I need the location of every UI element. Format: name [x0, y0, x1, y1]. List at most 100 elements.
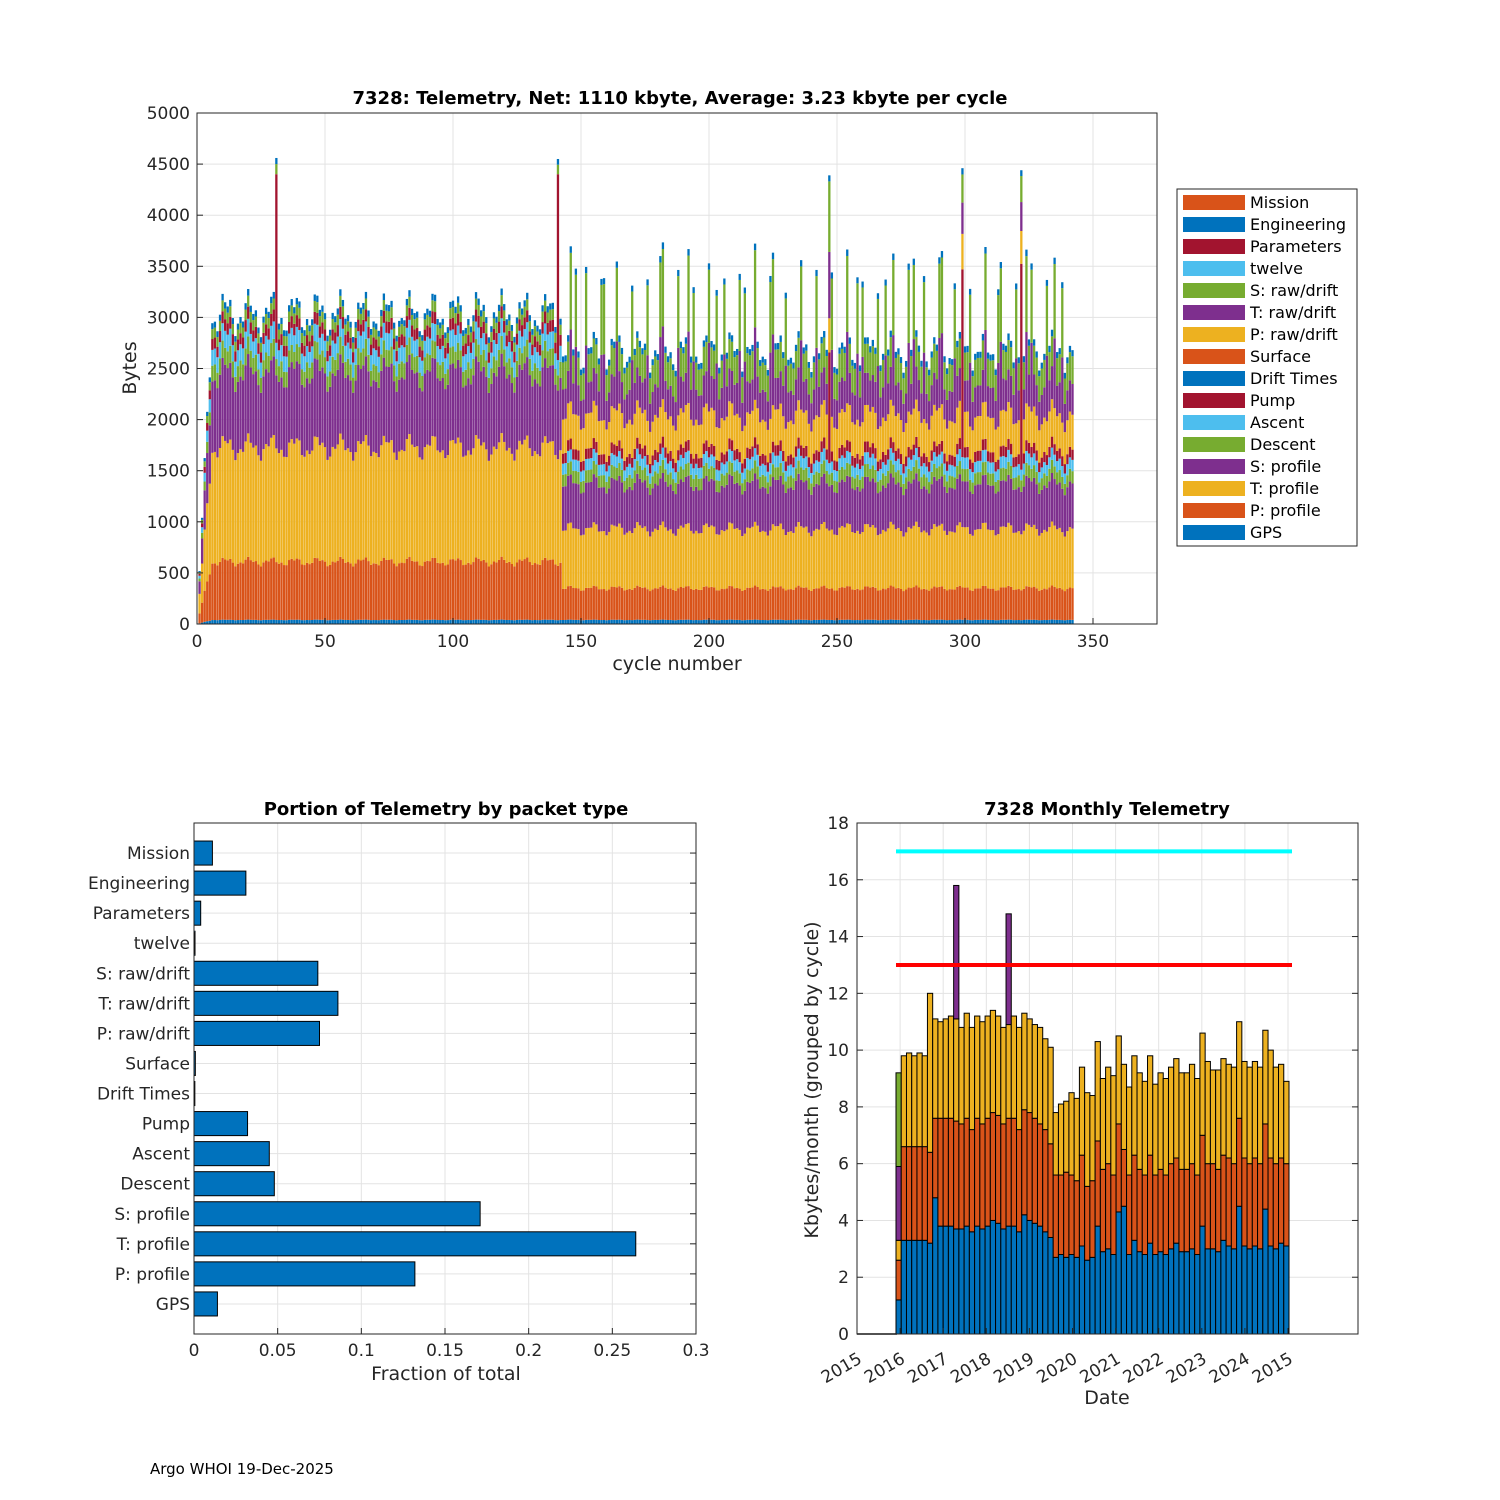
chart1-bar-segment	[277, 323, 281, 330]
chart1-bar-segment	[341, 306, 345, 318]
chart1-bar-segment	[638, 340, 642, 348]
chart1-bar-segment	[702, 586, 706, 620]
chart1-bar-segment	[1048, 587, 1051, 620]
chart1-bar-segment	[198, 573, 201, 576]
chart1-bar-segment	[303, 345, 306, 357]
chart3-bar-segment	[989, 1112, 997, 1221]
chart1-bar-segment	[497, 349, 501, 367]
chart1-bar-segment	[887, 349, 890, 356]
chart1-bar-segment	[459, 305, 462, 312]
chart1-bar-segment	[577, 357, 580, 386]
chart1-bar-segment	[1027, 339, 1031, 346]
chart1-bar-segment	[902, 495, 905, 537]
chart1-bar-segment	[856, 419, 859, 454]
chart1-bar-segment	[1058, 458, 1061, 471]
chart1-bar-segment	[236, 563, 240, 621]
chart1-bar-segment	[823, 585, 826, 620]
chart1-bar-segment	[628, 356, 631, 363]
chart1-bar-segment	[462, 345, 465, 357]
chart1-bar-segment	[853, 620, 857, 624]
chart1-bar-segment	[904, 393, 908, 424]
chart1-bar-segment	[282, 330, 286, 337]
chart1-bar-segment	[794, 446, 798, 457]
chart1-bar-segment	[610, 619, 613, 624]
chart1-bar-segment	[751, 351, 754, 380]
chart1-bar-segment	[654, 619, 657, 624]
chart1-bar-segment	[234, 620, 237, 624]
chart1-bar-segment	[613, 408, 616, 445]
chart1-bar-segment	[354, 452, 357, 564]
chart1-bar-segment	[625, 477, 629, 490]
chart1-bar-segment	[298, 559, 301, 620]
chart3-ytick-label: 10	[827, 1041, 849, 1061]
chart2-bar	[193, 1201, 481, 1227]
chart1-bar-segment	[277, 329, 281, 340]
chart1-bar-segment	[1050, 619, 1054, 624]
chart1-bar-segment	[643, 526, 647, 588]
chart1-bar-segment	[764, 455, 767, 466]
chart1-bar-segment	[459, 560, 462, 620]
chart1-bar-segment	[267, 619, 270, 624]
chart1-bar-segment	[800, 480, 803, 527]
legend-swatch	[1183, 415, 1245, 430]
chart1-bar-segment	[446, 620, 450, 624]
chart1-bar-segment	[751, 619, 754, 624]
chart1-bar-segment	[538, 564, 542, 621]
chart1-bar-segment	[618, 371, 621, 404]
chart1-bar-segment	[382, 310, 386, 323]
chart3-bar-segment	[900, 1239, 907, 1335]
chart1-bar-segment	[779, 586, 782, 620]
chart1-bar-segment	[828, 474, 831, 487]
chart1-bar-segment	[989, 530, 992, 589]
chart1-bar-segment	[861, 532, 864, 590]
chart1-bar-segment	[467, 562, 470, 620]
chart1-bar-segment	[843, 469, 846, 482]
chart1-bar-segment	[615, 467, 618, 481]
chart1-bar-segment	[323, 319, 327, 330]
chart1-bar-segment	[236, 339, 240, 351]
chart1-bar-segment	[1030, 263, 1033, 270]
chart1-bar-segment	[467, 378, 470, 451]
chart1-bar-segment	[748, 383, 752, 414]
chart1-bar-segment	[1045, 279, 1049, 286]
chart1-bar-segment	[864, 337, 867, 344]
chart1-bar-segment	[316, 619, 319, 624]
chart1-bar-segment	[631, 457, 634, 468]
chart1-bar-segment	[533, 563, 537, 621]
chart1-bar-segment	[549, 303, 552, 310]
chart1-bar-segment	[1061, 620, 1064, 624]
chart1-bar-segment	[751, 379, 754, 411]
chart1-bar-segment	[441, 378, 444, 451]
chart1-bar-segment	[444, 620, 447, 624]
chart1-bar-segment	[339, 319, 342, 337]
chart1-bar-segment	[948, 487, 951, 532]
chart3-bar-segment	[1241, 1060, 1248, 1159]
chart3-ytick-label: 16	[827, 871, 849, 891]
chart1-bar-segment	[211, 381, 214, 453]
chart1-bar-segment	[551, 559, 554, 620]
chart1-bar-segment	[766, 620, 770, 624]
chart1-bar-segment	[311, 619, 314, 624]
chart1-bar-segment	[587, 354, 590, 383]
chart1-bar-segment	[682, 481, 685, 528]
chart1-bar-segment	[367, 310, 370, 317]
chart1-bar-segment	[838, 482, 841, 528]
chart1-bar-segment	[766, 535, 770, 591]
chart1-bar-segment	[628, 588, 631, 620]
chart1-bar-segment	[490, 564, 493, 621]
chart1-bar-segment	[1015, 532, 1018, 590]
chart1-bar-segment	[590, 412, 593, 448]
chart1-bar-segment	[771, 452, 775, 465]
chart1-bar-segment	[633, 348, 636, 356]
chart1-bar-segment	[464, 455, 467, 565]
chart1-bar-segment	[293, 307, 296, 314]
chart1-bar-segment	[257, 327, 260, 334]
chart1-bar-segment	[1032, 374, 1036, 407]
chart1-bar-segment	[551, 441, 554, 560]
chart1-bar-segment	[469, 454, 473, 565]
chart1-bar-segment	[687, 450, 690, 463]
chart1-bar-segment	[200, 622, 204, 624]
chart1-bar-segment	[838, 619, 841, 624]
chart1-bar-segment	[779, 462, 782, 476]
chart1-bar-segment	[925, 489, 928, 533]
